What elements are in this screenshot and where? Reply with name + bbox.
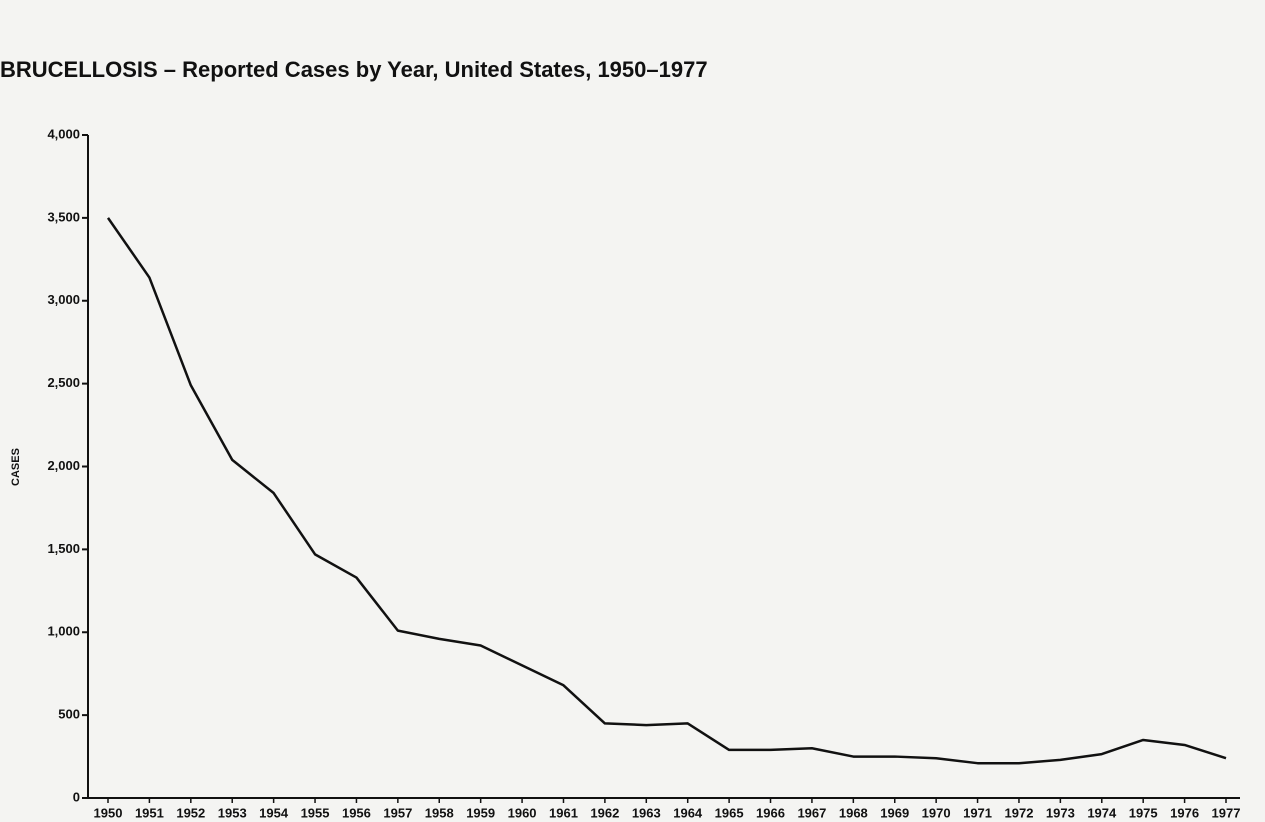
x-tick-label: 1950 xyxy=(94,805,123,820)
y-tick-label: 1,500 xyxy=(47,541,80,556)
x-tick-label: 1961 xyxy=(549,805,578,820)
chart-title: BRUCELLOSIS – Reported Cases by Year, Un… xyxy=(0,57,708,82)
x-tick-label: 1974 xyxy=(1087,805,1117,820)
y-tick-label: 1,000 xyxy=(47,624,80,639)
y-tick-label: 0 xyxy=(73,789,80,804)
data-line xyxy=(106,217,1227,765)
x-tick-label: 1963 xyxy=(632,805,661,820)
x-tick-label: 1959 xyxy=(466,805,495,820)
x-tick-label: 1964 xyxy=(673,805,703,820)
y-tick-label: 4,000 xyxy=(47,126,80,141)
y-tick-label: 3,500 xyxy=(47,209,80,224)
x-tick-label: 1962 xyxy=(590,805,619,820)
y-tick-label: 2,500 xyxy=(47,375,80,390)
x-tick-label: 1957 xyxy=(383,805,412,820)
y-tick-label: 500 xyxy=(58,707,80,722)
x-tick-label: 1975 xyxy=(1129,805,1158,820)
x-tick-label: 1967 xyxy=(797,805,826,820)
x-tick-label: 1956 xyxy=(342,805,371,820)
y-tick-label: 2,000 xyxy=(47,458,80,473)
x-tick-label: 1973 xyxy=(1046,805,1075,820)
x-tick-label: 1960 xyxy=(508,805,537,820)
x-tick-label: 1965 xyxy=(715,805,744,820)
y-axis-label: CASES xyxy=(10,448,22,486)
y-tick-label: 3,000 xyxy=(47,292,80,307)
x-tick-label: 1977 xyxy=(1212,805,1241,820)
x-tick-label: 1971 xyxy=(963,805,992,820)
x-tick-label: 1958 xyxy=(425,805,454,820)
x-tick-label: 1968 xyxy=(839,805,868,820)
x-tick-label: 1969 xyxy=(880,805,909,820)
x-tick-label: 1953 xyxy=(218,805,247,820)
x-tick-label: 1966 xyxy=(756,805,785,820)
x-tick-label: 1955 xyxy=(301,805,330,820)
x-tick-label: 1951 xyxy=(135,805,164,820)
x-tick-label: 1972 xyxy=(1005,805,1034,820)
x-tick-label: 1976 xyxy=(1170,805,1199,820)
x-tick-label: 1952 xyxy=(176,805,205,820)
x-tick-label: 1970 xyxy=(922,805,951,820)
x-tick-label: 1954 xyxy=(259,805,289,820)
